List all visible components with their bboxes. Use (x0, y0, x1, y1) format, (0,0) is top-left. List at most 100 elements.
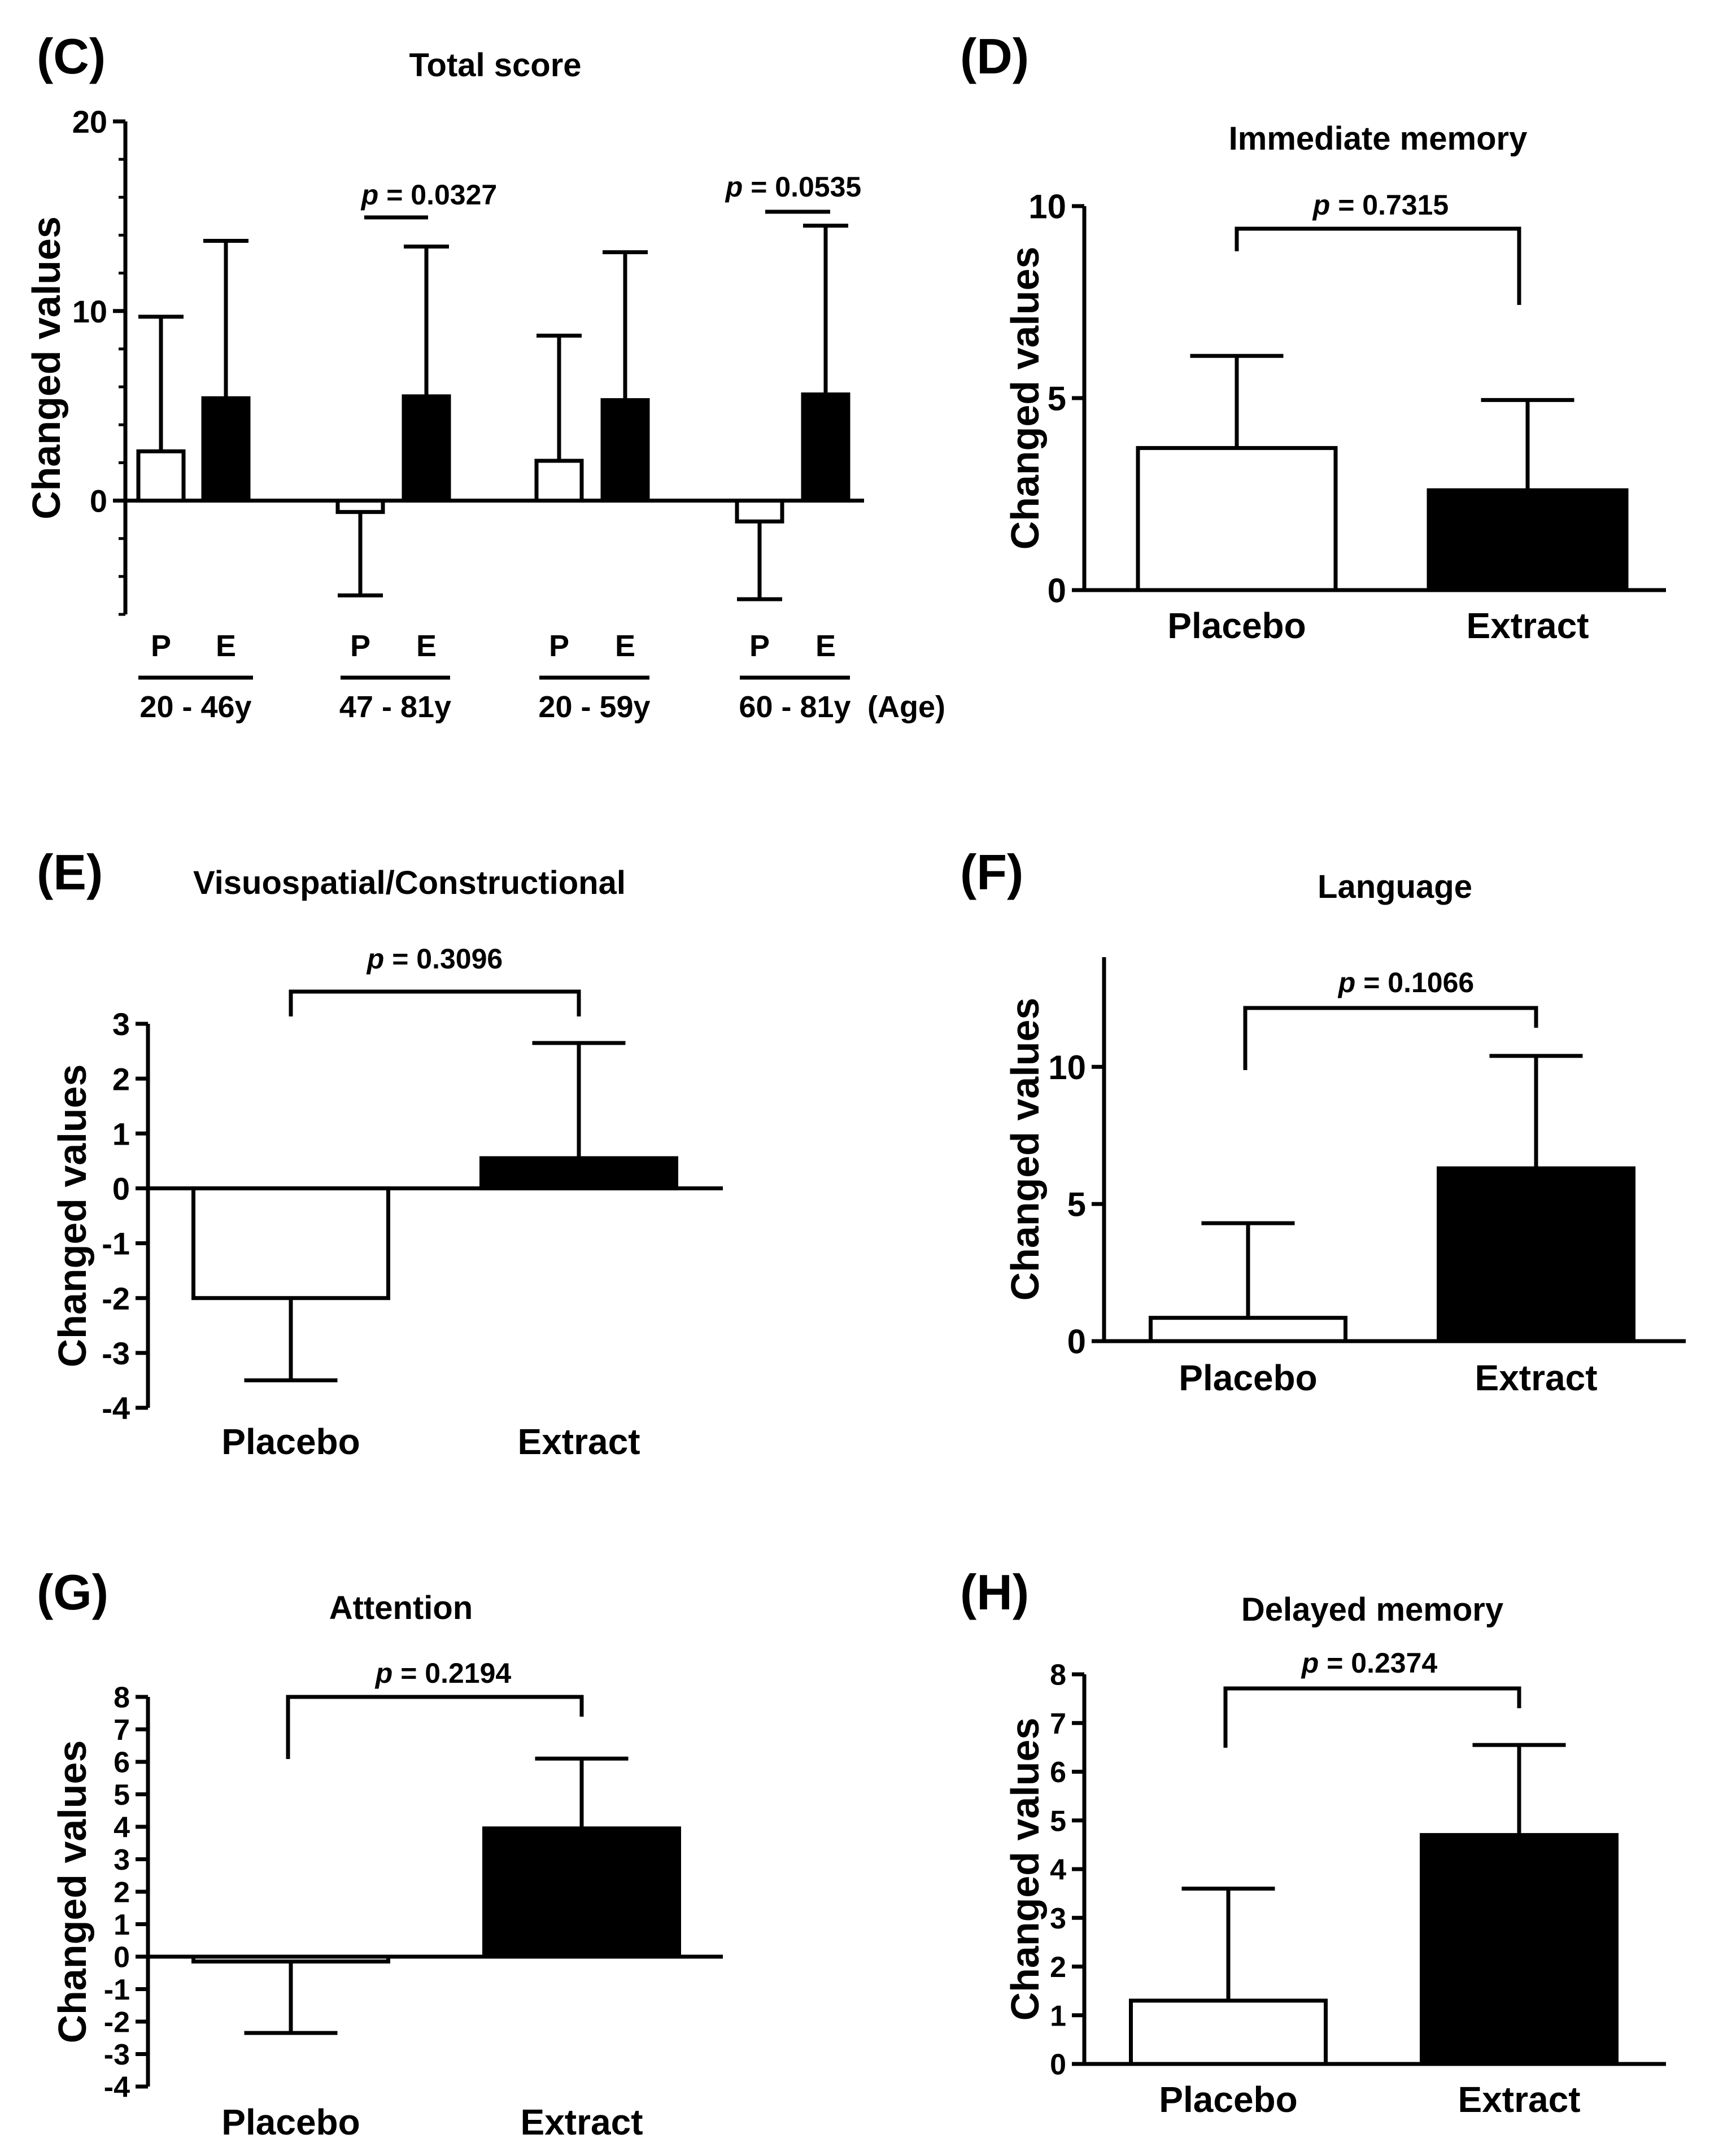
p-value: = 0.0327 (378, 179, 497, 211)
y-tick-label: 5 (1048, 380, 1066, 418)
bar (479, 1156, 678, 1190)
x-category-label: Placebo (1167, 605, 1306, 646)
x-category-label: P (151, 629, 171, 663)
significance-bracket (289, 989, 581, 1016)
x-category-label: E (216, 629, 236, 663)
y-tick-label: 10 (1048, 1049, 1086, 1086)
x-category-label: Placebo (221, 1421, 360, 1462)
x-category-label: Extract (518, 1421, 640, 1462)
y-tick-label: -3 (104, 2039, 130, 2071)
y-tick-label: 7 (114, 1714, 130, 1747)
y-tick-label: 4 (1050, 1854, 1066, 1887)
y-tick-label: 4 (114, 1812, 130, 1844)
y-axis-label: Changed values (1003, 998, 1047, 1301)
y-tick-label: 5 (1067, 1186, 1086, 1224)
significance-bracket (286, 1695, 584, 1759)
p-symbol: p (1337, 967, 1356, 998)
y-tick-label: 0 (90, 483, 107, 519)
y-tick-label: -3 (102, 1336, 130, 1371)
bar (191, 1954, 390, 1964)
panel-label: (F) (960, 844, 1023, 900)
y-axis-label: Changed values (24, 216, 68, 520)
bar (735, 499, 784, 523)
p-symbol: p (1301, 1647, 1319, 1679)
y-tick-label: 5 (1050, 1805, 1066, 1838)
y-tick-label: -4 (102, 1390, 130, 1426)
y-tick-label: 7 (1050, 1708, 1066, 1740)
y-tick-label: 10 (72, 294, 107, 329)
bar (1149, 1316, 1347, 1343)
y-tick-label: 10 (1028, 188, 1066, 226)
x-category-label: E (615, 629, 635, 663)
y-tick-label: 3 (114, 1844, 130, 1876)
significance-bracket (1235, 226, 1521, 305)
y-tick-label: 0 (114, 1941, 130, 1974)
p-symbol: p (1312, 189, 1331, 221)
bar (600, 398, 650, 503)
chart-title: Language (1318, 868, 1472, 905)
y-tick-label: 3 (1050, 1902, 1066, 1935)
p-value: = 0.1066 (1355, 967, 1474, 998)
y-tick-label: -1 (102, 1226, 130, 1262)
bar (801, 392, 850, 503)
x-category-label: Extract (1458, 2079, 1581, 2120)
y-tick-label: -1 (104, 1974, 130, 2006)
y-tick-label: -4 (104, 2071, 130, 2104)
panel-label: (G) (37, 1564, 108, 1620)
y-tick-label: 2 (114, 1876, 130, 1909)
p-value-label: p = 0.2374 (1301, 1647, 1438, 1679)
chart-panel-e: (E) Visuospatial/Constructional 3 2 1 0 -1 -2 -3… (37, 844, 723, 1462)
y-tick-label: 3 (112, 1006, 130, 1042)
y-tick-label: 20 (72, 104, 107, 139)
y-tick-label: 1 (114, 1909, 130, 1941)
x-category-label: Extract (1475, 1358, 1598, 1398)
bar (191, 1186, 390, 1300)
y-tick-label: 6 (1050, 1756, 1066, 1789)
bar (534, 459, 584, 503)
p-symbol: p (366, 943, 385, 975)
p-symbol: p (725, 171, 743, 203)
y-tick-label: 8 (114, 1682, 130, 1714)
p-value-label: p = 0.2194 (374, 1657, 512, 1689)
p-value-label: p = 0.0535 (725, 171, 861, 203)
group-label: 60 - 81y (739, 690, 850, 724)
p-value: = 0.2194 (392, 1657, 511, 1689)
y-tick-label: -2 (102, 1281, 130, 1316)
x-category-label: P (749, 629, 770, 663)
p-symbol: p (360, 179, 379, 211)
group-label: 20 - 46y (139, 690, 251, 724)
y-axis-label: Changed values (1003, 1718, 1047, 2021)
bar (1129, 1998, 1328, 2066)
significance-bracket (1243, 1006, 1538, 1070)
y-tick-label: 1 (1050, 2000, 1066, 2032)
chart-panel-f: (F) Language 10 5 0 Changed values Placebo Extr… (960, 844, 1686, 1398)
y-tick-label: 0 (1048, 572, 1066, 610)
p-value-label: p = 0.0327 (360, 179, 497, 211)
y-axis-label: Changed values (50, 1064, 94, 1368)
chart-title: Immediate memory (1229, 120, 1528, 157)
chart-panel-c: (C) Total score 20 10 0 Changed values P E P E P E P… (24, 28, 945, 724)
p-value: = 0.3096 (384, 943, 503, 975)
bar (335, 499, 385, 514)
chart-title: Attention (329, 1590, 473, 1626)
bar (201, 396, 251, 503)
group-label: 20 - 59y (538, 690, 650, 724)
x-category-label: Extract (521, 2102, 643, 2142)
x-category-label: P (350, 629, 370, 663)
x-category-label: Placebo (1179, 1358, 1317, 1398)
p-value-label: p = 0.1066 (1337, 967, 1474, 998)
y-tick-label: 1 (112, 1116, 130, 1151)
bar (1427, 488, 1629, 592)
p-value: = 0.7315 (1330, 189, 1449, 221)
panel-label: (E) (37, 844, 103, 900)
x-category-label: E (815, 629, 836, 663)
chart-title: Visuospatial/Constructional (193, 865, 626, 901)
chart-title: Delayed memory (1241, 1591, 1503, 1628)
group-label: 47 - 81y (339, 690, 451, 724)
bar (1437, 1166, 1635, 1343)
y-tick-label: 5 (114, 1779, 130, 1812)
bar (136, 449, 186, 503)
y-tick-label: 6 (114, 1747, 130, 1779)
